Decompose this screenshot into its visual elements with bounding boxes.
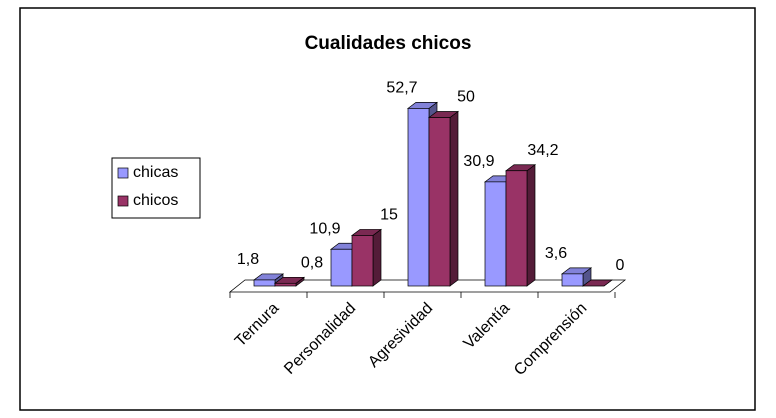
data-label: 15 xyxy=(380,207,398,224)
data-label: 52,7 xyxy=(386,80,417,97)
bar-front xyxy=(330,248,353,287)
legend-swatch xyxy=(117,195,129,207)
bar xyxy=(350,228,383,287)
bar-front xyxy=(351,235,374,287)
legend-label: chicas xyxy=(133,164,178,181)
data-label: 0,8 xyxy=(301,255,323,272)
data-label: 50 xyxy=(457,89,475,106)
data-label: 30,9 xyxy=(463,153,494,170)
data-label: 0 xyxy=(616,257,625,274)
bar-front xyxy=(484,181,507,287)
chart-title: Cualidades chicos xyxy=(305,33,472,54)
legend-box xyxy=(111,157,201,219)
data-label: 1,8 xyxy=(237,251,259,268)
legend-swatch xyxy=(117,167,129,179)
bar xyxy=(427,110,460,287)
bar-side xyxy=(372,228,382,287)
legend-label: chicos xyxy=(133,192,178,209)
bar xyxy=(273,276,306,287)
data-label: 3,6 xyxy=(545,245,567,262)
bar-front xyxy=(274,282,297,287)
bar xyxy=(560,267,593,287)
bar xyxy=(504,164,537,287)
bar-front xyxy=(407,108,430,287)
bar-front xyxy=(561,273,584,287)
bar xyxy=(581,279,614,287)
bar-front xyxy=(505,170,528,287)
bar-side xyxy=(449,110,459,287)
bar-front xyxy=(428,117,451,287)
bar-top xyxy=(581,279,614,287)
data-label: 10,9 xyxy=(309,220,340,237)
data-label: 34,2 xyxy=(527,142,558,159)
bar-front xyxy=(253,279,276,287)
bar-side xyxy=(526,164,536,287)
